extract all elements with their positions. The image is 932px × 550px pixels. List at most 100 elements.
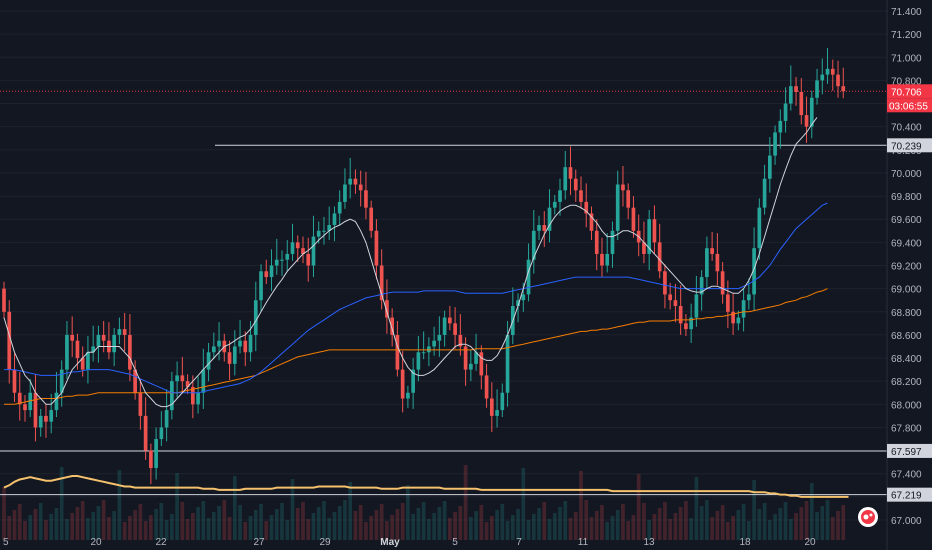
candle-body — [23, 404, 27, 411]
volume-bar — [306, 519, 311, 540]
candle-body — [44, 415, 48, 422]
volume-bar — [75, 507, 80, 540]
tradingview-logo-icon[interactable] — [858, 507, 878, 527]
candle-body — [86, 352, 90, 370]
volume-bar — [752, 480, 756, 540]
candle-body — [647, 219, 652, 254]
volume-bar — [170, 514, 174, 540]
candle-body — [537, 225, 541, 231]
countdown-tag — [887, 98, 932, 113]
candle-body — [227, 352, 232, 364]
volume-bar — [269, 515, 274, 540]
volume-bar — [815, 512, 819, 540]
volume-bar — [747, 521, 751, 540]
candle-body — [243, 340, 248, 353]
volume-bar — [631, 515, 636, 540]
volume-bar — [489, 516, 494, 540]
candle-body — [390, 317, 394, 335]
x-tick-label: 20 — [90, 537, 102, 548]
volume-bar — [684, 501, 688, 540]
candle-body — [143, 415, 148, 451]
candle-body — [626, 190, 631, 208]
candle-body — [7, 311, 12, 370]
candle-body — [495, 410, 499, 416]
volume-bar — [28, 515, 33, 540]
volume-bar — [720, 505, 725, 540]
volume-bar — [222, 500, 227, 540]
volume-bar — [274, 509, 279, 540]
volume-bar — [327, 518, 332, 540]
candle-body — [489, 398, 494, 416]
volume-bar — [400, 503, 405, 540]
candle-body — [726, 294, 730, 312]
volume-bar — [337, 506, 342, 540]
candle-body — [531, 230, 536, 260]
candle-body — [364, 190, 368, 208]
candle-body — [605, 253, 610, 266]
volume-bar — [563, 501, 568, 540]
candle-body — [49, 410, 54, 422]
volume-bar — [143, 521, 148, 540]
price-axis[interactable]: 71.40071.20071.00070.80070.60070.40070.2… — [886, 0, 922, 550]
volume-bar — [133, 510, 137, 540]
volume-bar — [80, 501, 85, 540]
volume-bar — [778, 508, 783, 540]
candle-body — [542, 225, 547, 231]
candle-body — [668, 294, 673, 301]
candle-body — [594, 230, 599, 254]
candle-body — [101, 334, 106, 341]
volume-bar — [159, 503, 164, 540]
volume-bar — [610, 516, 615, 540]
volume-bar — [647, 520, 652, 540]
countdown-label: 03:06:55 — [889, 101, 928, 112]
candle-body — [149, 450, 153, 468]
candle-body — [463, 346, 468, 370]
candle-body — [794, 86, 798, 92]
candle-body — [694, 294, 699, 318]
candle-body — [112, 334, 116, 353]
volume-bar — [510, 515, 515, 540]
volume-bar — [678, 507, 683, 540]
volume-bar — [526, 520, 531, 540]
candle-body — [133, 369, 137, 393]
volume-bar — [96, 506, 101, 540]
candle-body — [804, 115, 809, 127]
candle-body — [259, 271, 263, 301]
volume-bar — [463, 465, 468, 540]
y-tick-label: 71.400 — [891, 7, 922, 18]
x-tick-label: 18 — [739, 537, 751, 548]
volume-bar — [180, 502, 185, 540]
time-axis[interactable]: 5 20 22 27 29 May 5 7 11 13 18 20 — [3, 537, 816, 548]
candle-body — [406, 392, 410, 399]
volume-bar — [243, 522, 248, 540]
volume-bar — [49, 514, 54, 540]
volume-bar — [699, 506, 704, 540]
volume-bar — [605, 522, 610, 540]
volume-bar — [227, 517, 232, 540]
candle-body — [568, 167, 573, 179]
candle-body — [505, 334, 510, 393]
candle-body — [285, 253, 290, 260]
candle-body — [767, 155, 772, 179]
x-tick-label: May — [380, 537, 400, 548]
candle-body — [516, 300, 520, 306]
candle-body — [411, 369, 415, 393]
candle-body — [327, 225, 332, 231]
volume-bar — [694, 477, 699, 540]
candle-body — [788, 86, 793, 104]
candle-body — [589, 213, 594, 231]
candle-body — [269, 265, 274, 278]
candle-body — [825, 68, 830, 75]
volume-bar — [358, 505, 363, 540]
indicator-line — [3, 475, 849, 498]
candle-body — [301, 248, 305, 254]
volume-bar — [458, 506, 463, 540]
ma-long-line — [4, 288, 828, 405]
candle-body — [684, 323, 688, 330]
volume-bar — [794, 513, 798, 540]
moving-averages — [3, 117, 849, 498]
y-tick-label: 67.000 — [891, 516, 922, 527]
x-tick-label: 11 — [578, 537, 589, 548]
volume-bar — [652, 514, 657, 540]
